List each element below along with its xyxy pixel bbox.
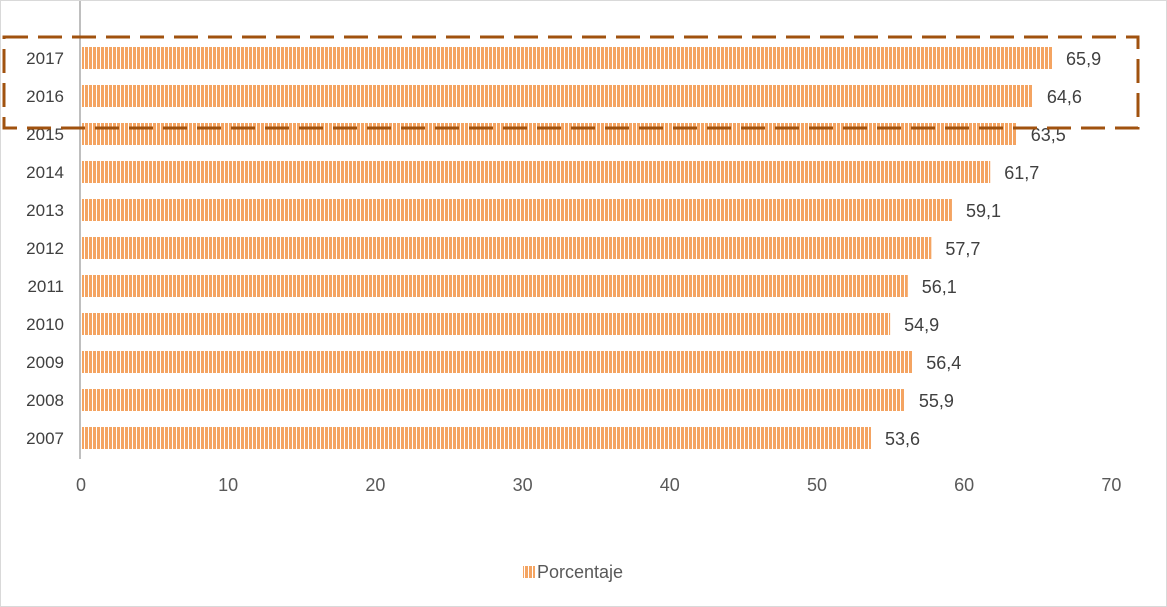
bar-2016 [82, 85, 1033, 107]
data-label-2012: 57,7 [945, 239, 980, 259]
legend-swatch [523, 566, 535, 578]
x-tick-label-70: 70 [1101, 475, 1121, 495]
data-label-2008: 55,9 [919, 391, 954, 411]
data-label-2009: 56,4 [926, 353, 961, 373]
bar-2007 [82, 427, 871, 449]
category-label-2008: 2008 [26, 391, 64, 410]
bar-2008 [82, 389, 905, 411]
data-label-2014: 61,7 [1004, 163, 1039, 183]
category-label-2010: 2010 [26, 315, 64, 334]
bar-2012 [82, 237, 932, 259]
legend-label: Porcentaje [537, 562, 623, 582]
category-label-2017: 2017 [26, 49, 64, 68]
data-label-2010: 54,9 [904, 315, 939, 335]
category-label-2009: 2009 [26, 353, 64, 372]
labels-layer: 2017 65,9 2016 64,6 2015 63,5 2014 61,7 2013 59,1… [26, 49, 1101, 449]
x-tick-label-50: 50 [807, 475, 827, 495]
x-tick-label-60: 60 [954, 475, 974, 495]
x-tick-label-20: 20 [365, 475, 385, 495]
bar-2014 [82, 161, 991, 183]
data-label-2015: 63,5 [1031, 125, 1066, 145]
data-label-2011: 56,1 [922, 277, 957, 297]
x-tick-label-40: 40 [660, 475, 680, 495]
axis-layer: 0 10 20 30 40 50 60 70 [76, 1, 1121, 495]
x-tick-label-10: 10 [218, 475, 238, 495]
bars-layer [82, 47, 1053, 449]
highlight-layer [2, 35, 1140, 130]
category-label-2013: 2013 [26, 201, 64, 220]
highlight-box [2, 35, 1140, 130]
category-label-2012: 2012 [26, 239, 64, 258]
category-label-2007: 2007 [26, 429, 64, 448]
legend: Porcentaje [523, 562, 623, 582]
category-label-2015: 2015 [26, 125, 64, 144]
data-label-2007: 53,6 [885, 429, 920, 449]
bar-2011 [82, 275, 908, 297]
category-label-2011: 2011 [27, 277, 64, 296]
data-label-2017: 65,9 [1066, 49, 1101, 69]
bar-2017 [82, 47, 1053, 69]
data-label-2016: 64,6 [1047, 87, 1082, 107]
data-label-2013: 59,1 [966, 201, 1001, 221]
bar-2009 [82, 351, 913, 373]
bar-2010 [82, 313, 891, 335]
category-label-2016: 2016 [26, 87, 64, 106]
bar-2013 [82, 199, 952, 221]
x-tick-label-0: 0 [76, 475, 86, 495]
category-label-2014: 2014 [26, 163, 64, 182]
x-tick-label-30: 30 [513, 475, 533, 495]
bar-2015 [82, 123, 1017, 145]
